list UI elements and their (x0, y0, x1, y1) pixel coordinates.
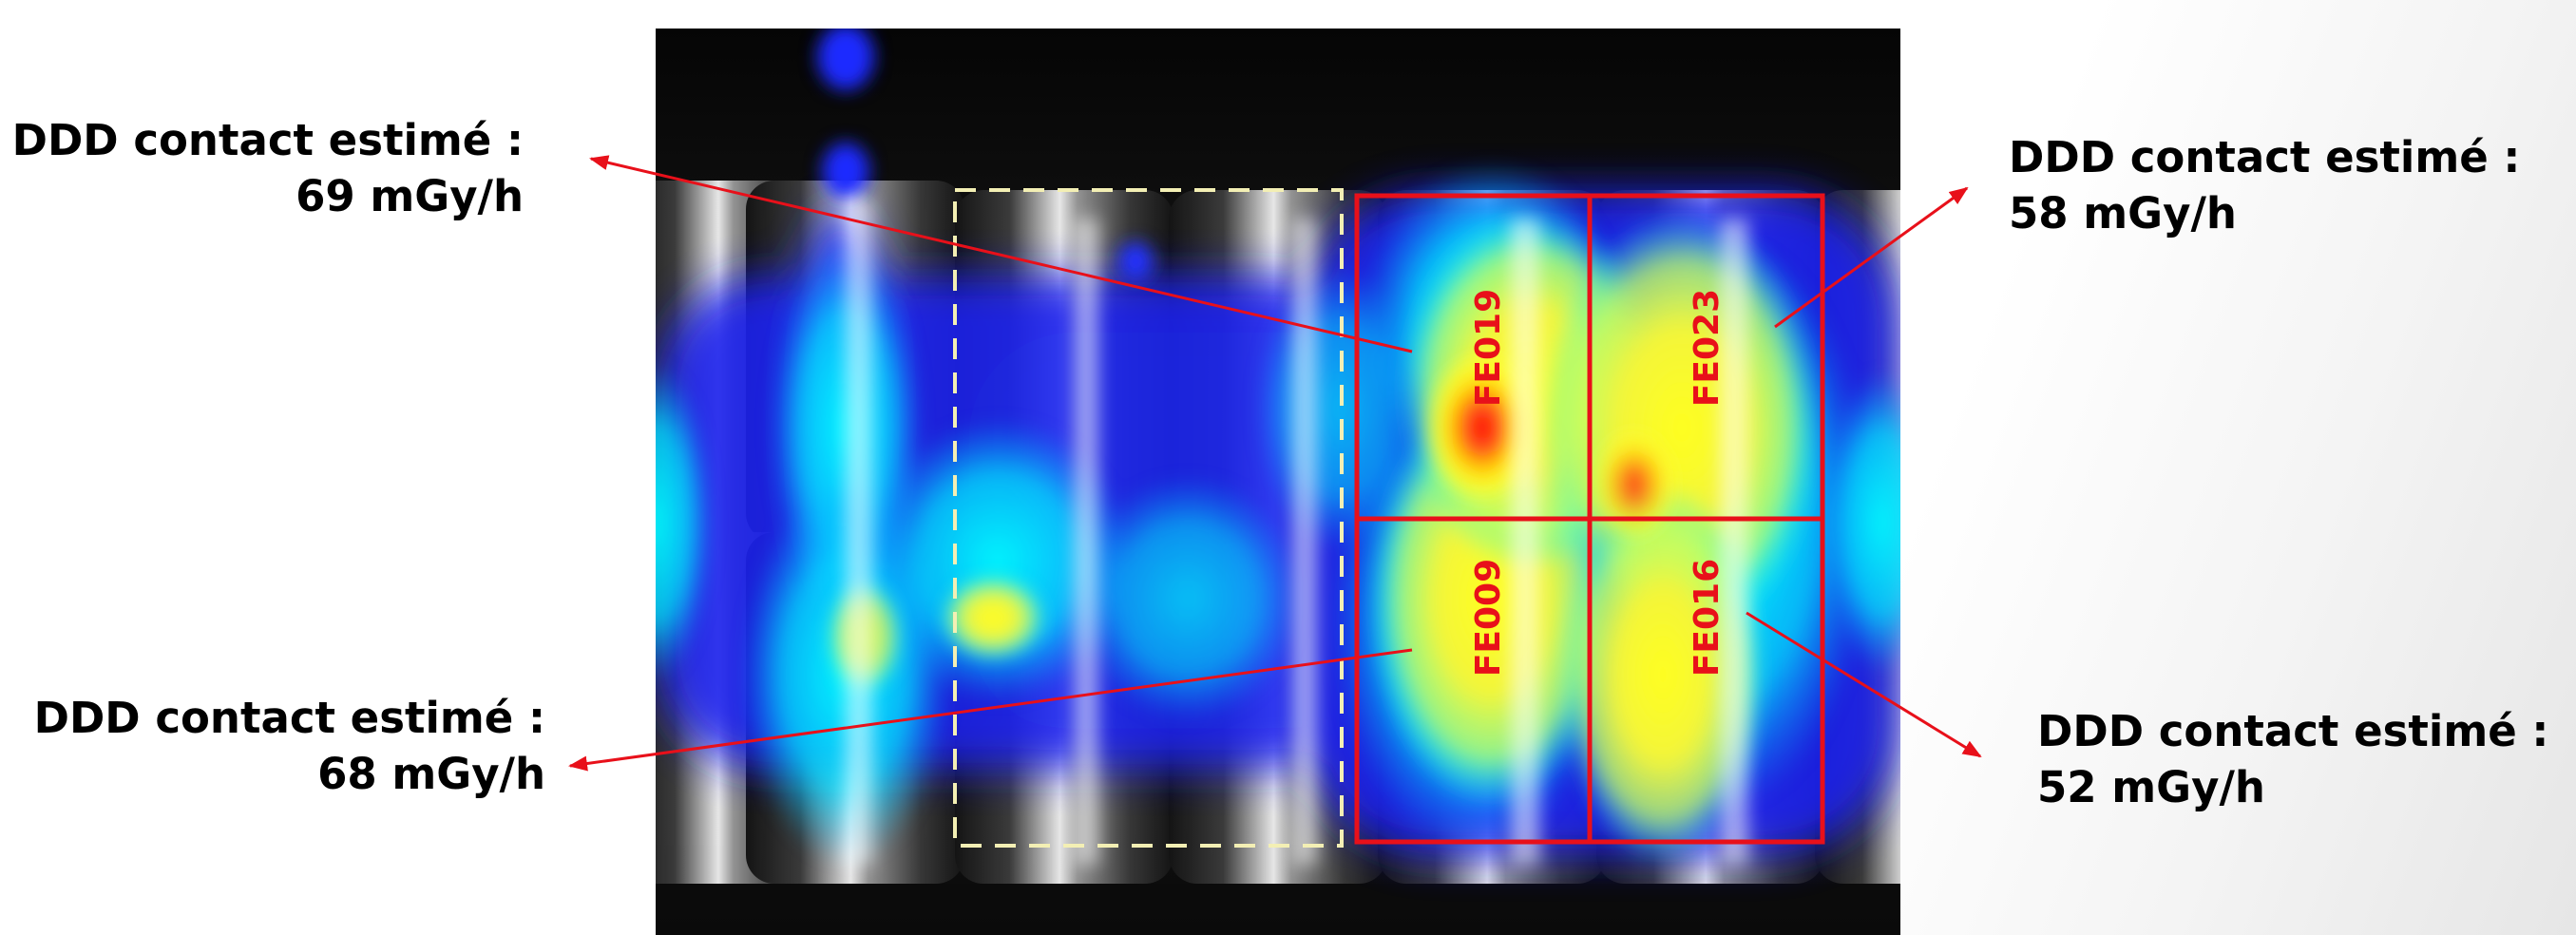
dose-callout-fe016: DDD contact estimé : 52 mGy/h (2037, 703, 2548, 815)
dose-callout-fe009: DDD contact estimé : 68 mGy/h (34, 690, 545, 802)
dose-heatmap-overlay (656, 29, 1900, 865)
callout-value: 58 mGy/h (2009, 188, 2237, 239)
reference-zone-dashed-box (953, 188, 1344, 848)
callout-label: DDD contact estimé : (33, 693, 545, 743)
cell-label-fe016: FE016 (1688, 559, 1727, 677)
callout-value: 69 mGy/h (296, 171, 524, 221)
callout-value: 52 mGy/h (2037, 762, 2265, 812)
callout-label: DDD contact estimé : (11, 115, 524, 165)
callout-label: DDD contact estimé : (2009, 132, 2521, 182)
gamma-camera-image: FE019 FE023 FE009 FE016 (656, 29, 1900, 935)
cell-label-fe023: FE023 (1688, 289, 1727, 407)
cell-label-fe009: FE009 (1469, 559, 1508, 677)
dose-callout-fe019: DDD contact estimé : 69 mGy/h (12, 112, 524, 224)
drum-grid (1354, 193, 1825, 845)
dose-callout-fe023: DDD contact estimé : 58 mGy/h (2009, 129, 2520, 241)
callout-label: DDD contact estimé : (2037, 706, 2549, 756)
callout-value: 68 mGy/h (317, 749, 545, 799)
cell-label-fe019: FE019 (1469, 289, 1508, 407)
